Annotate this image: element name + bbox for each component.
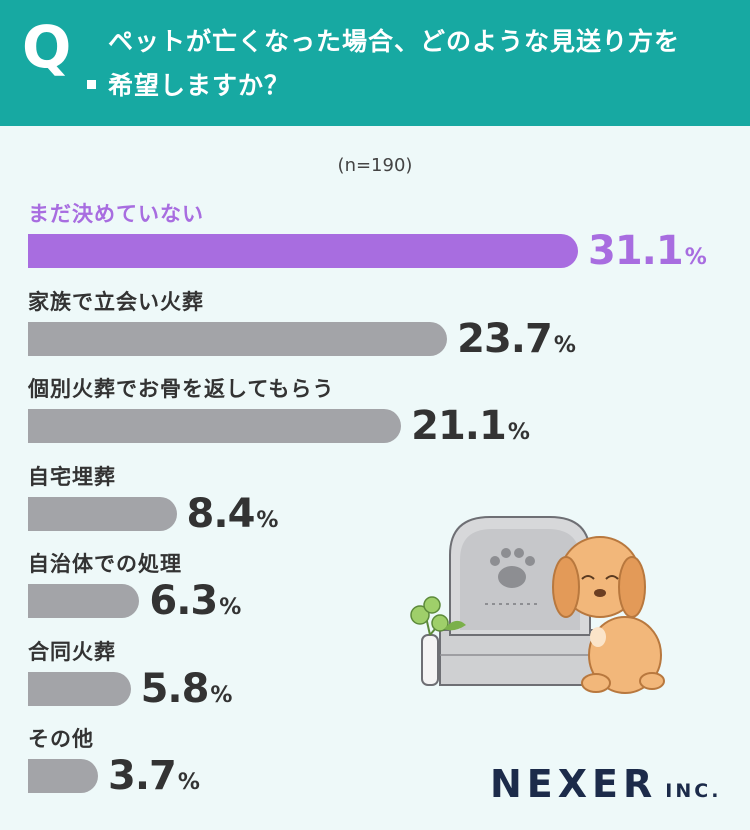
category-label: 個別火葬でお骨を返してもらう <box>28 377 335 401</box>
value-number: 8.4 <box>186 490 256 537</box>
category-label: 自治体での処理 <box>28 552 182 576</box>
value-unit: % <box>210 682 233 708</box>
value-label: 23.7% <box>457 319 576 359</box>
logo-suffix: INC. <box>665 780 722 802</box>
question-text-line2: 希望しますか？ <box>108 71 291 100</box>
value-label: 8.4% <box>187 494 279 534</box>
value-number: 23.7 <box>457 315 553 362</box>
nexer-logo: NEXER INC. <box>490 762 721 806</box>
value-number: 31.1 <box>588 228 684 274</box>
category-label: 合同火葬 <box>28 639 116 664</box>
category-label: その他 <box>28 727 94 751</box>
value-label: 31.1% <box>588 231 707 271</box>
value-number: 5.8 <box>140 665 210 712</box>
value-unit: % <box>553 332 576 358</box>
value-label: 5.8% <box>141 669 233 709</box>
category-label: 自宅埋葬 <box>28 464 116 489</box>
value-number: 6.3 <box>149 578 218 624</box>
value-unit: % <box>507 420 530 445</box>
value-unit: % <box>177 770 200 795</box>
value-label: 6.3% <box>149 581 241 621</box>
pet-grave-illustration <box>410 516 665 694</box>
sample-size-label: (n=190) <box>337 155 413 176</box>
category-label: まだ決めていない <box>28 202 204 226</box>
q-mark: Q <box>22 13 72 81</box>
bar <box>28 759 98 793</box>
bar <box>28 496 177 531</box>
value-number: 21.1 <box>411 403 507 449</box>
bar <box>28 234 578 268</box>
q-dot <box>87 80 96 89</box>
value-label: 3.7% <box>108 756 200 796</box>
bar <box>28 584 140 618</box>
bar <box>28 671 131 706</box>
value-label: 21.1% <box>411 406 530 446</box>
bar <box>28 321 448 356</box>
category-label: 家族で立会い火葬 <box>28 289 204 314</box>
logo-main: NEXER <box>490 762 658 806</box>
question-text-line1: ペットが亡くなった場合、どのような見送り方を <box>108 27 681 56</box>
question-header: Q ペットが亡くなった場合、どのような見送り方を 希望しますか？ <box>0 0 750 126</box>
value-unit: % <box>256 507 279 533</box>
value-unit: % <box>219 595 242 620</box>
value-number: 3.7 <box>108 753 177 799</box>
value-unit: % <box>684 245 707 270</box>
bar <box>28 409 402 443</box>
